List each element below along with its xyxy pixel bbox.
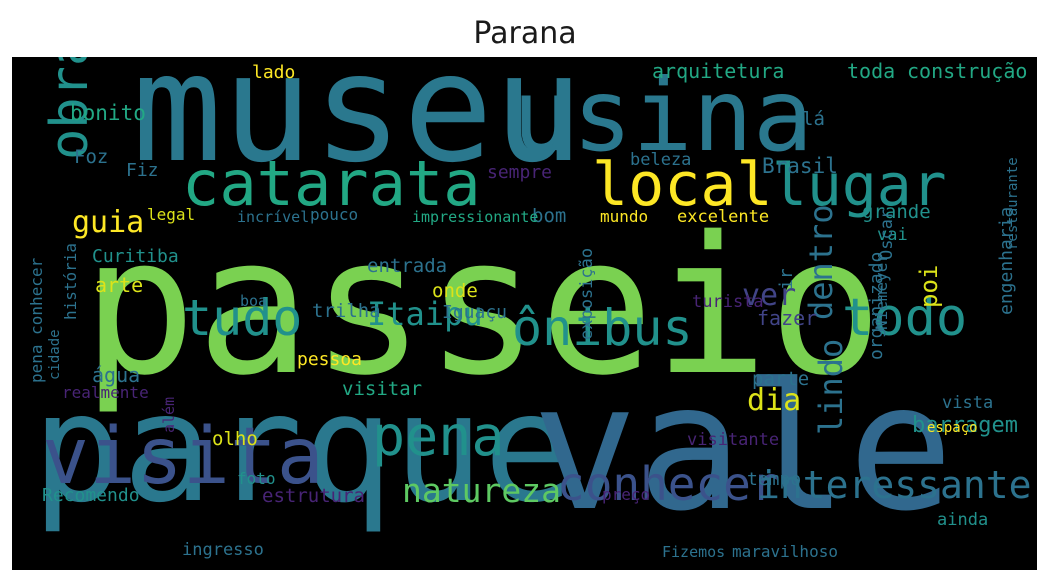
word-40: mundo xyxy=(600,207,648,226)
word-70: organizado xyxy=(866,252,887,360)
word-80: realmente xyxy=(62,383,149,402)
word-24: barragem xyxy=(912,413,1018,438)
word-60: visitar xyxy=(342,378,422,400)
word-5: usina xyxy=(512,57,813,174)
word-34: Foz xyxy=(74,146,108,168)
word-43: vai xyxy=(877,225,908,245)
word-37: beleza xyxy=(630,150,691,170)
word-75: ainda xyxy=(937,510,988,530)
word-73: Fizemos xyxy=(662,543,725,561)
word-69: ingresso xyxy=(182,540,264,560)
word-54: legal xyxy=(147,205,195,224)
word-6: visita xyxy=(42,412,324,502)
word-16: interessante xyxy=(757,463,1032,507)
word-41: excelente xyxy=(677,207,769,227)
word-76: espaço xyxy=(927,420,978,436)
word-25: Recomendo xyxy=(42,485,140,506)
word-47: Curitiba xyxy=(92,246,179,267)
word-64: visitante xyxy=(687,430,779,450)
word-20: dentro xyxy=(802,204,840,320)
word-32: bonito xyxy=(70,101,146,125)
word-4: vale xyxy=(532,347,953,550)
word-55: incrível xyxy=(237,208,309,226)
word-82: pena conhecer xyxy=(27,257,46,383)
word-59: pessoa xyxy=(297,349,362,370)
word-26: estrutura xyxy=(262,485,365,507)
word-49: trilha xyxy=(312,300,381,322)
word-61: exposição xyxy=(577,248,597,340)
word-48: arte xyxy=(95,273,143,297)
word-36: lado xyxy=(252,62,295,83)
word-cloud: passeio museu parque vale usina visita catarat… xyxy=(12,57,1037,570)
word-65: tempo xyxy=(747,469,801,490)
word-39: bom xyxy=(532,205,566,227)
word-1: passeio xyxy=(82,196,883,417)
word-3: parque xyxy=(32,362,574,536)
word-38: sempre xyxy=(487,162,552,183)
word-35: Fiz xyxy=(126,160,159,181)
word-45: ir xyxy=(776,268,797,290)
word-62: turista xyxy=(692,292,764,312)
word-15: obra xyxy=(40,57,100,160)
word-52: Iguaçu xyxy=(442,302,507,323)
word-79: cidade xyxy=(47,329,63,380)
word-11: todo xyxy=(842,288,967,348)
word-2: museu xyxy=(132,57,584,196)
word-9: lugar xyxy=(772,151,947,219)
word-42: grande xyxy=(862,201,931,223)
word-28: engenharia xyxy=(996,207,1017,315)
word-50: entrada xyxy=(367,255,447,277)
word-19: lindo xyxy=(812,339,850,435)
word-31: toda xyxy=(847,59,895,83)
word-27: Brasil xyxy=(762,154,838,178)
word-12: tudo xyxy=(182,289,302,347)
word-46: fazer xyxy=(757,306,817,330)
word-22: ver xyxy=(742,278,796,313)
word-33: lá xyxy=(802,108,825,130)
word-8: local xyxy=(592,150,773,220)
word-23: dia xyxy=(747,383,801,418)
word-14: conhecer xyxy=(557,457,779,511)
word-21: guia xyxy=(72,205,144,240)
word-68: foto xyxy=(237,469,276,488)
word-57: boa xyxy=(240,292,267,310)
word-74: maravilhoso xyxy=(732,542,838,561)
word-7: catarata xyxy=(182,147,481,220)
word-30: construção xyxy=(907,59,1027,83)
word-72: Niemeyer xyxy=(872,253,891,330)
word-17: natureza xyxy=(402,471,561,510)
word-13: ônibus xyxy=(512,299,693,357)
word-44: poi xyxy=(915,265,943,308)
word-53: pouco xyxy=(310,205,358,224)
word-18: Itaipu xyxy=(367,295,483,333)
word-77: vista xyxy=(942,393,993,413)
word-56: impressionante xyxy=(412,208,538,226)
word-83: restaurante xyxy=(1005,157,1021,250)
word-78: história xyxy=(61,243,80,320)
word-81: além xyxy=(160,397,178,433)
chart-title: Parana xyxy=(473,16,577,51)
word-67: olho xyxy=(212,428,258,450)
word-71: Oscar xyxy=(877,209,897,260)
word-10: pena xyxy=(372,404,504,468)
word-58: água xyxy=(92,363,140,387)
word-63: parte xyxy=(752,368,809,390)
word-51: onde xyxy=(432,280,478,302)
word-66: preço xyxy=(602,485,650,504)
word-29: arquitetura xyxy=(652,59,784,83)
